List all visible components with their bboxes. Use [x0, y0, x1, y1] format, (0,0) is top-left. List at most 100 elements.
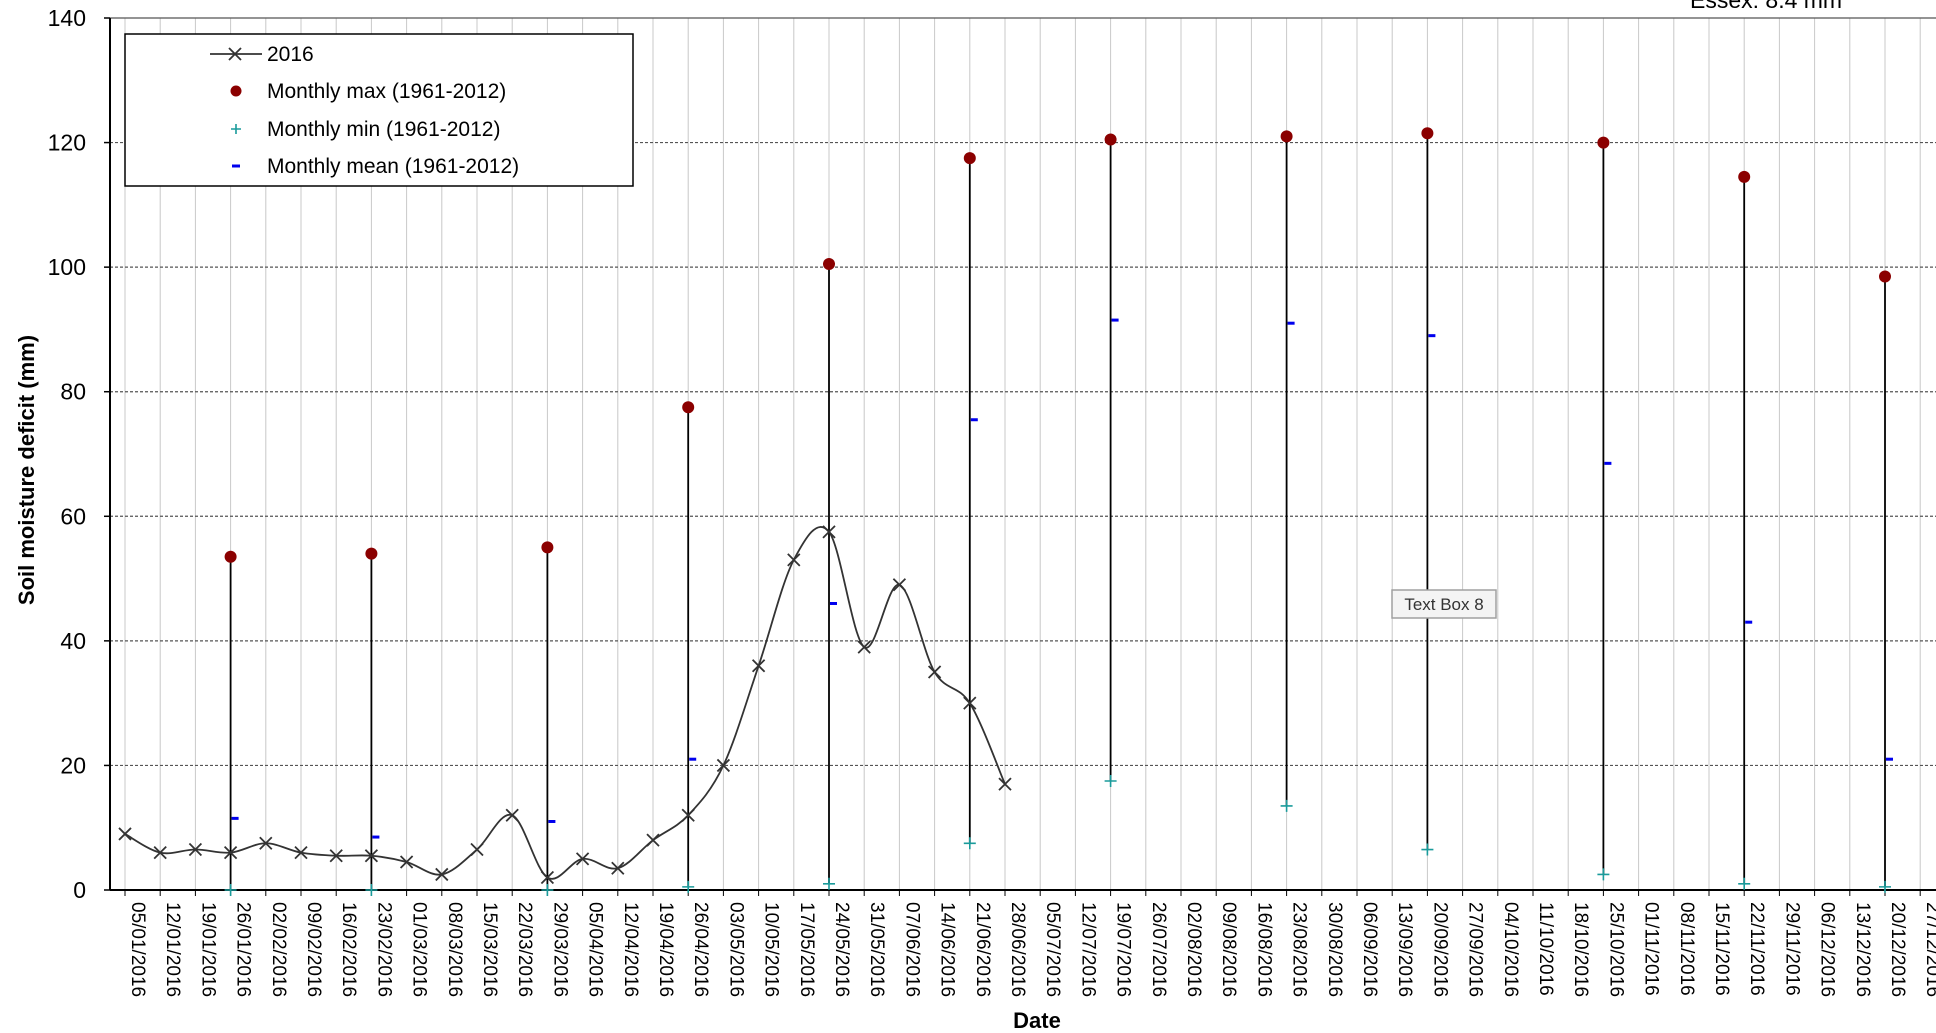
series-2016-point — [575, 852, 590, 866]
min-point — [963, 837, 976, 850]
y-tick-label: 20 — [60, 752, 86, 778]
series-2016-point — [646, 833, 660, 847]
series-2016-point — [259, 836, 273, 850]
text-box-8-label: Text Box 8 — [1404, 595, 1483, 614]
series-2016-point — [188, 842, 203, 857]
x-tick-label: 19/01/2016 — [197, 902, 218, 997]
y-axis-title: Soil moisture deficit (mm) — [14, 335, 39, 605]
min-point — [1421, 843, 1434, 856]
max-point — [541, 541, 554, 554]
x-tick-label: 20/09/2016 — [1429, 902, 1450, 997]
legend-item-min: Monthly min (1961-2012) — [231, 118, 500, 141]
x-tick-label: 09/02/2016 — [303, 902, 324, 997]
x-tick-label: 24/05/2016 — [831, 902, 852, 997]
min-point — [1738, 877, 1751, 890]
x-tick-label: 14/06/2016 — [937, 902, 958, 997]
legend-item-mean: Monthly mean (1961-2012) — [232, 155, 519, 178]
max-point — [1738, 170, 1751, 183]
series-2016-point — [399, 855, 414, 869]
x-tick-label: 06/09/2016 — [1359, 902, 1380, 997]
series-2016-point — [751, 659, 766, 673]
x-tick-labels: 05/01/2016 12/01/2016 19/01/2016 26/01/2016… — [127, 902, 1936, 997]
legend: 2016 Monthly max (1961-2012) Monthly min… — [124, 33, 634, 187]
min-point — [1879, 880, 1891, 893]
legend-item-max: Monthly max (1961-2012) — [230, 80, 506, 103]
legend-item-2016: 2016 — [210, 43, 314, 66]
x-tick-label: 29/11/2016 — [1781, 902, 1802, 996]
text-box-8[interactable]: Text Box 8 — [1391, 589, 1497, 619]
y-tick-label: 0 — [73, 877, 86, 903]
series-2016-point — [505, 808, 519, 822]
x-tick-label: 22/03/2016 — [514, 902, 535, 997]
legend-label-mean: Monthly mean (1961-2012) — [267, 155, 519, 178]
series-2016-point — [364, 849, 379, 863]
series-2016-point — [118, 827, 132, 841]
x-tick-label: 15/11/2016 — [1711, 902, 1732, 996]
max-point — [1104, 133, 1117, 146]
max-point — [1421, 127, 1434, 140]
x-tick-label: 19/04/2016 — [655, 902, 676, 997]
series-2016-point — [329, 849, 343, 863]
x-tick-label: 17/05/2016 — [796, 902, 817, 997]
x-tick-label: 10/05/2016 — [761, 902, 782, 997]
series-2016-point — [294, 845, 308, 860]
x-tick-label: 27/12/2016 — [1922, 902, 1936, 997]
x-tick-label: 28/06/2016 — [1007, 902, 1028, 997]
x-tick-label: 16/08/2016 — [1253, 902, 1274, 997]
x-tick-label: 16/02/2016 — [338, 902, 359, 997]
x-tick-label: 01/11/2016 — [1641, 902, 1662, 996]
series-2016-point — [611, 861, 625, 875]
x-tick-label: 29/03/2016 — [549, 902, 570, 997]
x-tick-label: 12/04/2016 — [620, 902, 641, 997]
y-tick-label: 120 — [48, 130, 86, 156]
max-point — [365, 547, 378, 560]
series-2016-point — [681, 808, 695, 822]
x-tick-label: 30/08/2016 — [1324, 902, 1345, 997]
x-tick-label: 11/10/2016 — [1535, 902, 1556, 996]
dot-marker-icon — [230, 85, 242, 97]
x-tick-label: 09/08/2016 — [1218, 902, 1239, 997]
legend-label-max: Monthly max (1961-2012) — [267, 80, 506, 103]
series-2016-point — [153, 845, 167, 860]
min-point — [1280, 799, 1293, 812]
x-tick-label: 26/07/2016 — [1148, 902, 1169, 997]
x-tick-label: 05/04/2016 — [585, 902, 606, 997]
series-2016-point — [857, 640, 871, 654]
x-tick-label: 12/01/2016 — [162, 902, 183, 997]
min-point — [1104, 775, 1117, 787]
max-point — [963, 152, 976, 165]
x-tick-label: 05/01/2016 — [127, 902, 148, 997]
x-tick-label: 08/11/2016 — [1676, 902, 1697, 996]
x-tick-label: 21/06/2016 — [972, 902, 993, 997]
max-point — [823, 258, 835, 271]
min-point — [1597, 868, 1610, 881]
min-point — [682, 880, 695, 893]
legend-label-min: Monthly min (1961-2012) — [267, 118, 500, 141]
x-tick-label: 18/10/2016 — [1570, 902, 1591, 997]
x-tick-label: 20/12/2016 — [1887, 902, 1908, 997]
plus-marker-icon — [231, 124, 241, 134]
y-tick-labels: 0 20 40 60 80 100 120 140 — [48, 5, 86, 903]
y-tick-label: 40 — [60, 628, 86, 654]
legend-label-2016: 2016 — [267, 43, 314, 66]
x-tick-label: 03/05/2016 — [725, 902, 746, 997]
x-tick-label: 19/07/2016 — [1113, 902, 1134, 997]
x-tick-label: 08/03/2016 — [444, 902, 465, 997]
series-2016-layer — [118, 525, 1012, 885]
x-tick-label: 27/09/2016 — [1465, 902, 1486, 997]
min-point — [823, 877, 835, 890]
max-point — [682, 401, 695, 414]
x-tick-label: 02/08/2016 — [1183, 902, 1204, 997]
max-point — [1879, 270, 1891, 283]
x-tick-label: 22/11/2016 — [1746, 902, 1767, 996]
series-2016-point — [716, 758, 731, 773]
max-point — [1280, 130, 1293, 143]
series-2016-point — [223, 845, 238, 860]
series-2016-point — [822, 525, 836, 539]
corner-note: Essex: 8.4 mm — [1690, 0, 1842, 13]
x-tick-label: 05/07/2016 — [1042, 902, 1063, 997]
series-2016-point — [540, 870, 555, 885]
x-axis-title: Date — [1013, 1008, 1061, 1033]
series-2016-point — [998, 777, 1012, 791]
